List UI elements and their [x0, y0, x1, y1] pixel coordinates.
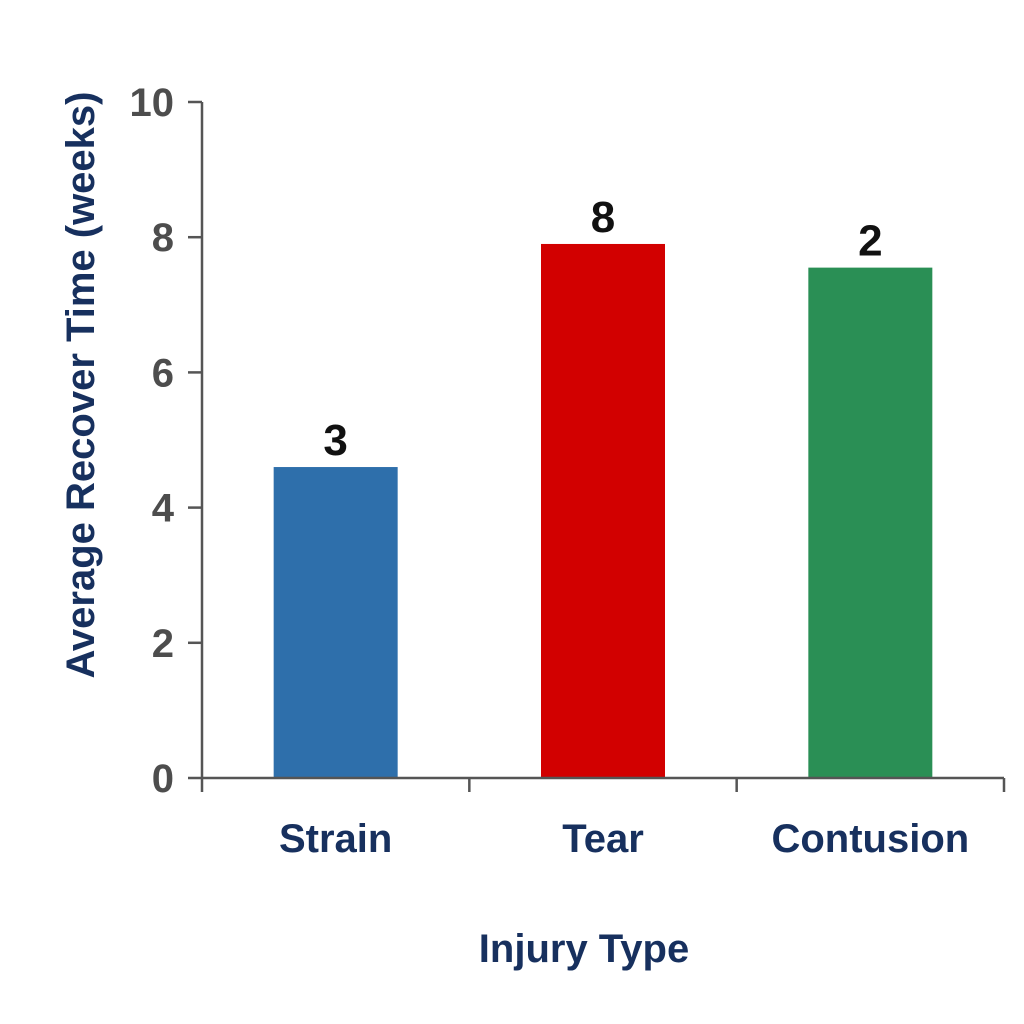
y-tick-label: 6	[152, 351, 174, 395]
data-label-strain: 3	[323, 416, 347, 465]
y-tick-label: 2	[152, 622, 174, 666]
x-axis-ticks: Strain Tear Contusion	[200, 778, 1006, 861]
y-tick-label: 10	[130, 81, 175, 125]
data-label-tear: 8	[591, 193, 615, 242]
bar-strain	[273, 467, 398, 778]
bars	[273, 243, 933, 778]
y-axis-ticks: 0 2 4 6 8 10	[130, 81, 202, 801]
x-tick-label-tear: Tear	[562, 817, 644, 861]
y-axis-title: Average Recover Time (weeks)	[59, 92, 103, 679]
x-tick-label-strain: Strain	[279, 817, 392, 861]
x-axis-title: Injury Type	[479, 927, 689, 971]
bar-tear	[541, 243, 665, 778]
data-labels: 3 8 2	[323, 193, 882, 465]
y-tick-label: 0	[152, 757, 174, 801]
data-label-contusion: 2	[858, 217, 882, 266]
y-tick-label: 4	[152, 487, 175, 531]
x-tick-label-contusion: Contusion	[771, 817, 969, 861]
y-tick-label: 8	[152, 216, 174, 260]
bar-contusion	[808, 267, 933, 778]
